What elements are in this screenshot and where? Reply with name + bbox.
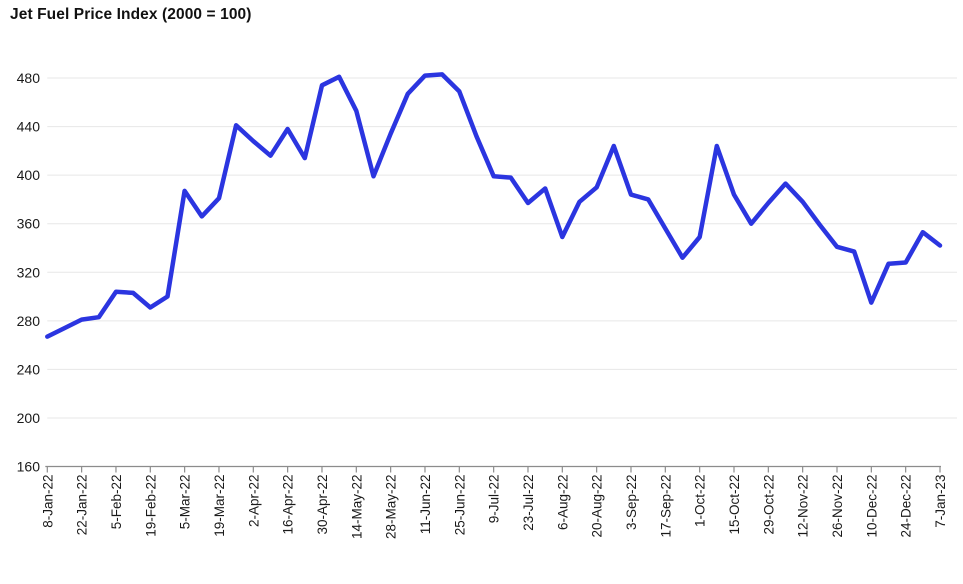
x-axis-tick-label: 2-Apr-22	[246, 475, 261, 528]
x-axis-tick-label: 19-Mar-22	[212, 475, 227, 537]
x-axis-tick-label: 10-Dec-22	[864, 475, 879, 538]
x-axis-tick-label: 25-Jun-22	[452, 475, 467, 536]
x-axis-tick-label: 14-May-22	[349, 475, 364, 540]
y-axis-tick-label: 360	[17, 216, 41, 232]
x-axis-tick-label: 22-Jan-22	[75, 475, 90, 536]
x-axis-tick-label: 5-Mar-22	[178, 475, 193, 530]
y-axis-tick-label: 320	[17, 264, 41, 280]
x-axis-tick-label: 9-Jul-22	[487, 475, 502, 524]
x-axis-tick-label: 26-Nov-22	[830, 475, 845, 538]
x-axis-tick-label: 5-Feb-22	[109, 475, 124, 530]
y-axis-tick-label: 480	[17, 70, 41, 86]
x-axis-tick-label: 3-Sep-22	[624, 475, 639, 531]
x-axis-tick-label: 20-Aug-22	[590, 475, 605, 538]
x-axis-tick-label: 6-Aug-22	[555, 475, 570, 531]
y-axis-tick-label: 280	[17, 313, 41, 329]
chart-title: Jet Fuel Price Index (2000 = 100)	[10, 6, 252, 23]
data-line-Jet Fuel Price Index (2000 = 100)	[45, 72, 943, 339]
x-axis-tick-label: 28-May-22	[384, 475, 399, 540]
x-axis-tick-label: 19-Feb-22	[143, 475, 158, 537]
x-axis-tick-label: 15-Oct-22	[727, 475, 742, 535]
y-axis-tick-label: 240	[17, 361, 41, 377]
x-axis-tick-label: 16-Apr-22	[281, 475, 296, 535]
y-axis-tick-label: 200	[17, 410, 41, 426]
x-axis-tick-label: 23-Jul-22	[521, 475, 536, 531]
y-axis-tick-label: 440	[17, 119, 41, 135]
x-axis-tick-label: 29-Oct-22	[761, 475, 776, 535]
x-axis-tick-label: 1-Oct-22	[693, 475, 708, 528]
x-axis-tick-label: 24-Dec-22	[899, 475, 914, 538]
x-axis-tick-label: 30-Apr-22	[315, 475, 330, 535]
y-axis-tick-label: 160	[17, 459, 41, 475]
x-axis-tick-label: 12-Nov-22	[796, 475, 811, 538]
x-axis-tick-label: 17-Sep-22	[658, 475, 673, 538]
x-axis-tick-label: 7-Jan-23	[933, 475, 948, 528]
y-axis-tick-label: 400	[17, 167, 41, 183]
x-axis-tick-label: 8-Jan-22	[40, 475, 55, 528]
x-axis-tick-label: 11-Jun-22	[418, 475, 433, 535]
